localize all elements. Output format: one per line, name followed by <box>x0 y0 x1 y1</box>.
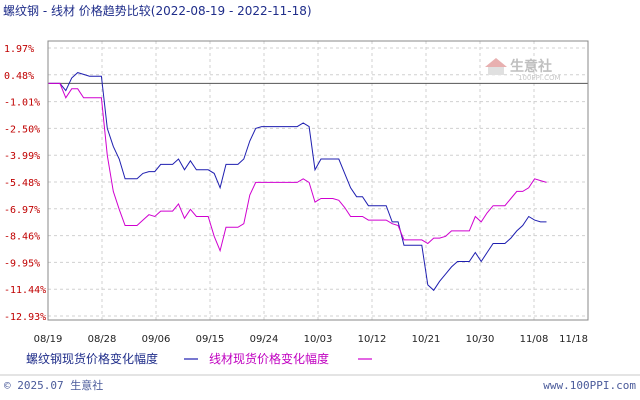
x-tick-label: 08/19 <box>34 334 63 345</box>
series-layer <box>48 72 547 292</box>
x-tick-label: 09/06 <box>142 334 171 345</box>
y-tick-label: -3.99% <box>4 151 40 162</box>
x-tick-label: 09/15 <box>196 334 225 345</box>
x-tick-label: 10/21 <box>412 334 441 345</box>
x-tick-label: 10/12 <box>358 334 387 345</box>
y-tick-label: -6.97% <box>4 205 40 216</box>
x-tick-label: 09/24 <box>250 334 279 345</box>
series-line-rebar <box>48 72 547 292</box>
y-tick-label: -1.01% <box>4 98 40 109</box>
house-icon <box>485 58 507 75</box>
x-tick-label: 10/03 <box>304 334 333 345</box>
legend-label-wire: 线材现货价格变化幅度 <box>209 351 329 366</box>
x-tick-label: 08/28 <box>88 334 117 345</box>
x-tick-label: 11/18 <box>559 334 588 345</box>
watermark-url: 100PPI.COM <box>518 74 561 82</box>
y-tick-label: -5.48% <box>4 178 40 189</box>
footer-copyright: © 2025.07 生意社 <box>4 378 103 392</box>
legend-label-rebar: 螺纹钢现货价格变化幅度 <box>26 351 158 366</box>
y-axis-ticks: 1.97% 0.48% -1.01% -2.50% -3.99% -5.48% -6.97%… <box>4 44 46 323</box>
y-tick-label: -8.46% <box>4 232 40 243</box>
y-tick-label: 1.97% <box>4 44 34 55</box>
watermark-brand: 生意社 <box>510 58 552 75</box>
y-tick-label: -2.50% <box>4 124 40 135</box>
plot-frame <box>47 40 589 321</box>
x-tick-label: 10/30 <box>466 334 495 345</box>
y-tick-label: -9.95% <box>4 258 40 269</box>
x-tick-label: 11/08 <box>520 334 549 345</box>
legend: 螺纹钢现货价格变化幅度 线材现货价格变化幅度 <box>26 351 372 366</box>
y-tick-label: -12.93% <box>4 312 46 323</box>
y-tick-label: -11.44% <box>4 285 46 296</box>
y-tick-label: 0.48% <box>4 71 34 82</box>
x-axis-ticks: 08/19 08/28 09/06 09/15 09/24 10/03 10/12 10/21… <box>34 334 588 345</box>
series-line-wire <box>48 82 547 253</box>
chart-title: 螺纹钢 - 线材 价格趋势比较(2022-08-19 - 2022-11-18) <box>3 3 312 18</box>
watermark-logo: 生意社 100PPI.COM <box>485 58 561 82</box>
footer-website: www.100PPI.com <box>543 379 636 392</box>
